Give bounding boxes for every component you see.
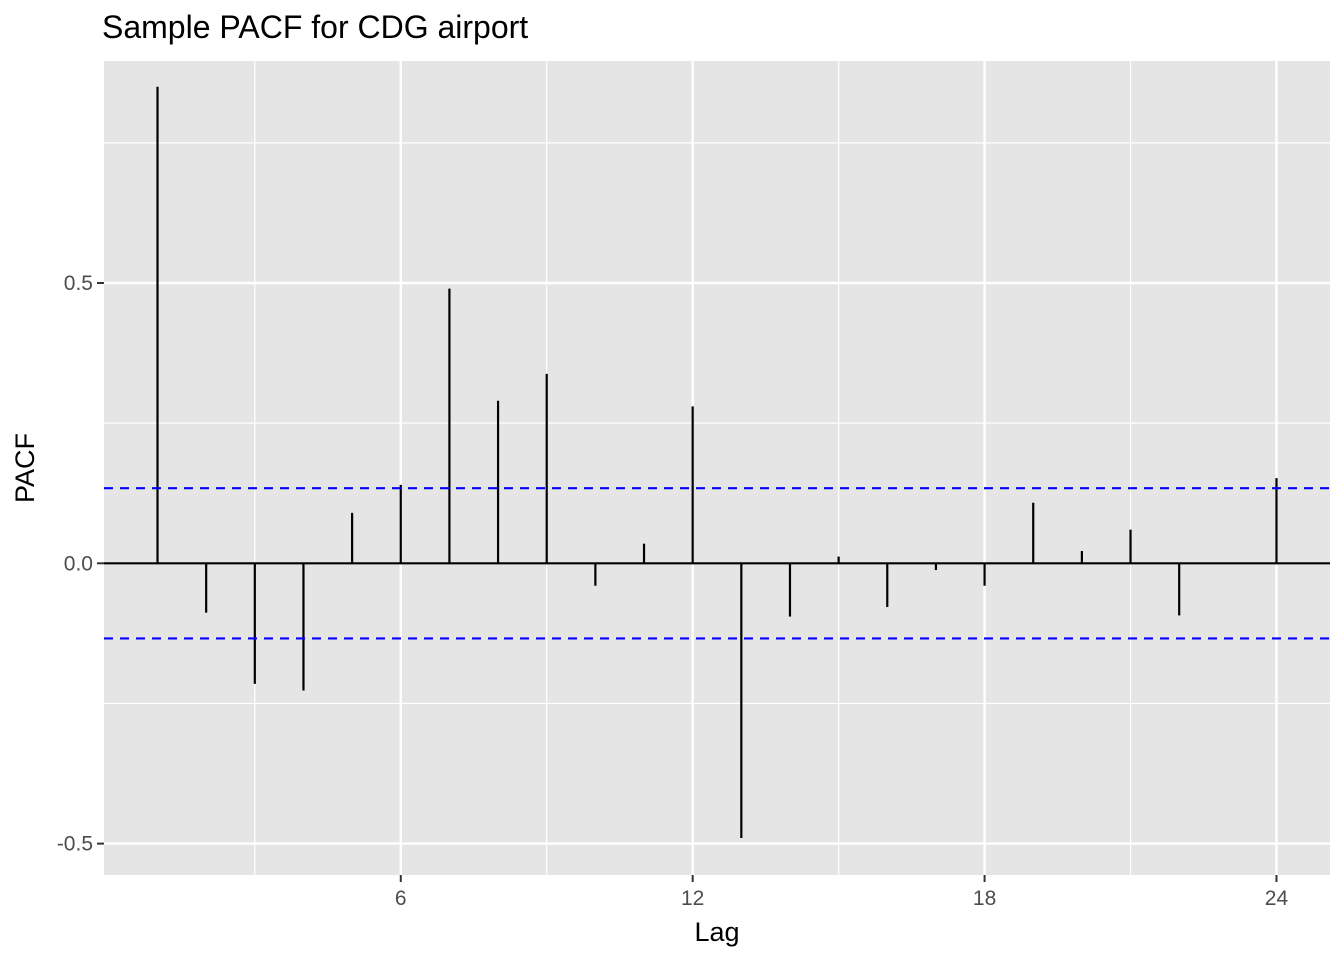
plot-panel [104,61,1330,875]
y-tick-label: 0.5 [64,272,93,295]
x-axis-title: Lag [694,917,739,947]
x-tick-label: 24 [1265,887,1289,910]
y-axis-ticks: -0.5 0.0 0.5 [57,272,104,856]
x-tick-label: 6 [395,887,407,910]
y-tick-label: 0.0 [64,552,93,575]
pacf-bars [104,86,1330,838]
y-tick-label: -0.5 [57,833,93,856]
confidence-bounds [104,487,1330,640]
y-axis-title: PACF [10,433,40,503]
x-tick-label: 18 [973,887,996,910]
x-axis-ticks: 6 12 18 24 [395,875,1289,910]
x-tick-label: 12 [681,887,704,910]
chart-title: Sample PACF for CDG airport [102,9,528,45]
